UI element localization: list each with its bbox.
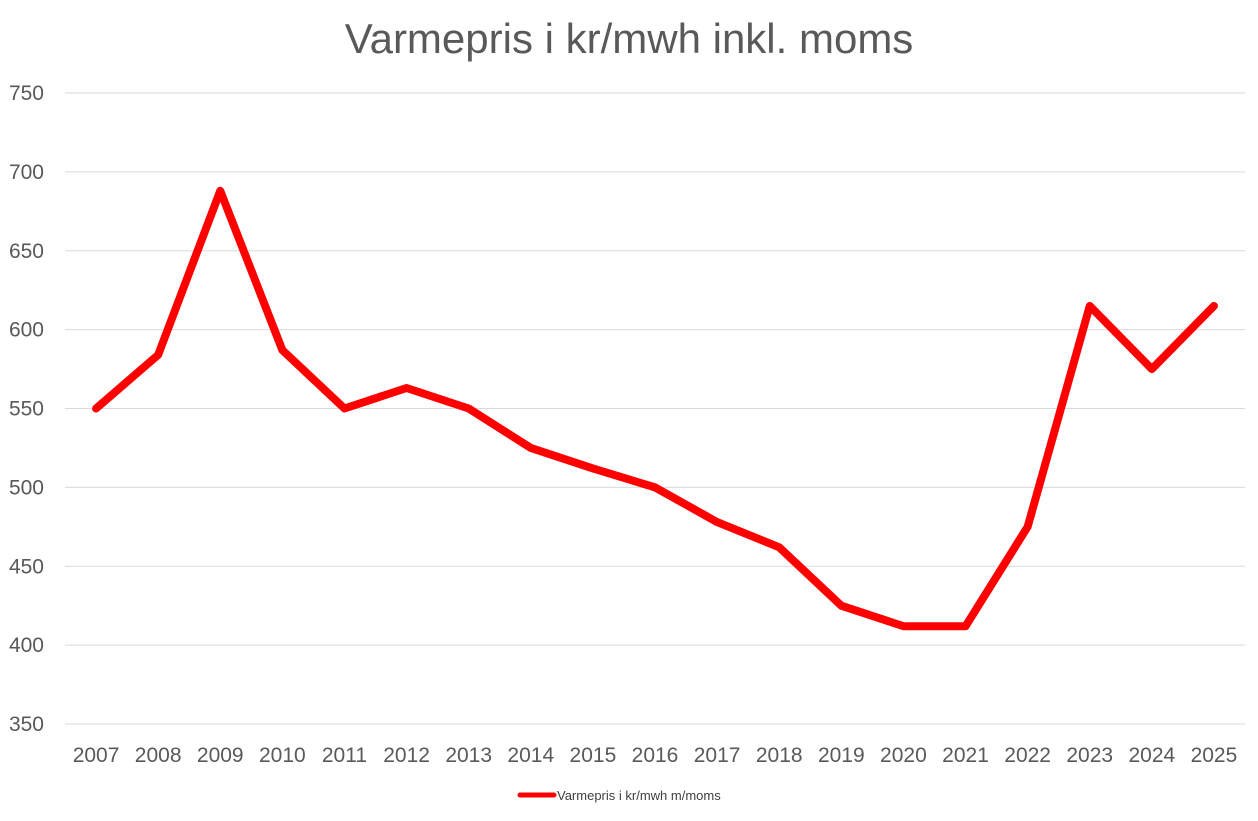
legend-label[interactable]: Varmepris i kr/mwh m/moms: [557, 788, 721, 803]
y-tick-label: 750: [9, 82, 44, 105]
y-axis-tick-labels: 350 400 450 500 550 600 650 700 750: [9, 82, 44, 736]
data-point[interactable]: [527, 444, 535, 452]
x-tick-label: 2020: [880, 744, 927, 767]
data-point[interactable]: [775, 543, 783, 551]
x-tick-label: 2013: [445, 744, 492, 767]
x-tick-label: 2008: [135, 744, 182, 767]
x-tick-label: 2012: [383, 744, 430, 767]
data-point[interactable]: [1148, 365, 1156, 373]
y-tick-label: 450: [9, 555, 44, 578]
x-axis-tick-labels: 2007 2008 2009 2010 2011 2012 2013 2014 2015 2016…: [73, 744, 1238, 767]
y-tick-label: 350: [9, 713, 44, 736]
x-tick-label: 2011: [322, 744, 367, 767]
x-tick-label: 2007: [73, 744, 120, 767]
series-line-0[interactable]: [92, 186, 1218, 631]
data-point[interactable]: [962, 622, 970, 630]
x-tick-label: 2010: [259, 744, 306, 767]
data-point[interactable]: [216, 187, 224, 195]
y-tick-label: 400: [9, 634, 44, 657]
x-tick-label: 2017: [694, 744, 741, 767]
data-point[interactable]: [837, 602, 845, 610]
y-tick-label: 600: [9, 319, 44, 342]
data-point[interactable]: [651, 483, 659, 491]
series-layer: [92, 186, 1218, 631]
x-tick-label: 2022: [1004, 744, 1051, 767]
x-tick-label: 2024: [1128, 744, 1175, 767]
y-tick-label: 500: [9, 476, 44, 499]
legend[interactable]: Varmepris i kr/mwh m/moms: [517, 788, 721, 803]
data-point[interactable]: [1024, 523, 1032, 531]
x-tick-label: 2009: [197, 744, 244, 767]
x-tick-label: 2014: [507, 744, 554, 767]
x-tick-label: 2016: [632, 744, 679, 767]
data-point[interactable]: [899, 622, 907, 630]
data-point[interactable]: [465, 405, 473, 413]
y-tick-label: 650: [9, 240, 44, 263]
x-tick-label: 2019: [818, 744, 865, 767]
data-point[interactable]: [92, 405, 100, 413]
data-point[interactable]: [278, 346, 286, 354]
data-point[interactable]: [713, 518, 721, 526]
x-tick-label: 2018: [756, 744, 803, 767]
x-tick-label: 2025: [1191, 744, 1238, 767]
data-point[interactable]: [1086, 302, 1094, 310]
chart-title: Varmepris i kr/mwh inkl. moms: [345, 15, 914, 62]
data-point[interactable]: [1210, 302, 1218, 310]
data-point[interactable]: [403, 384, 411, 392]
data-point[interactable]: [340, 405, 348, 413]
gridlines: [65, 92, 1245, 725]
data-point[interactable]: [589, 464, 597, 472]
x-tick-label: 2015: [570, 744, 617, 767]
x-tick-label: 2023: [1066, 744, 1113, 767]
data-point[interactable]: [154, 351, 162, 359]
y-tick-label: 700: [9, 161, 44, 184]
x-tick-label: 2021: [942, 744, 989, 767]
y-tick-label: 550: [9, 398, 44, 421]
